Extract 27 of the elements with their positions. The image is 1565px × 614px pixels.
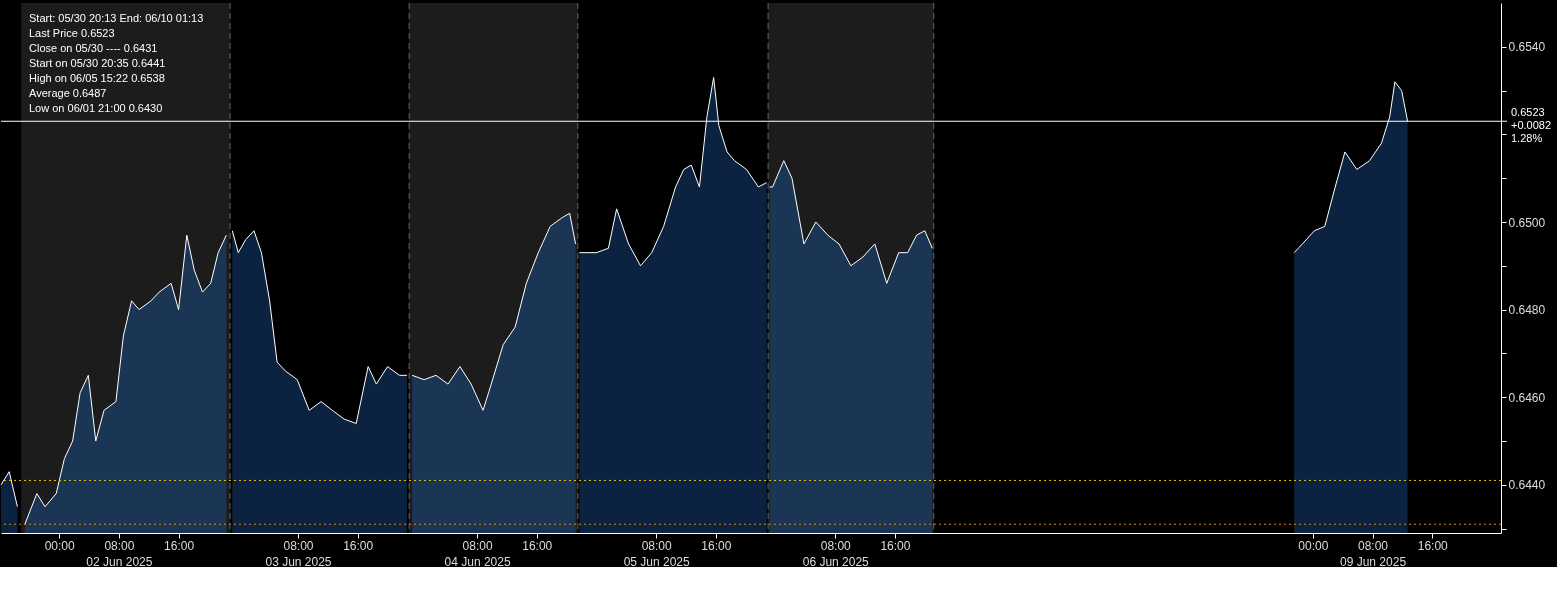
annotation: Start on 05/30 20:35 0.6441	[29, 57, 166, 69]
x-tick-label: 08:00 09 Jun 2025	[1340, 538, 1407, 569]
y-tick-label: 0.6540	[1508, 40, 1546, 55]
x-tick-label: 16:00	[880, 538, 911, 553]
x-tick-label: 16:00	[522, 538, 553, 553]
ref-line-label: 0.6523 +0.0082 1.28%	[1511, 106, 1552, 145]
x-tick-label: 08:00 05 Jun 2025	[623, 538, 691, 569]
x-tick-label: 16:00	[164, 538, 195, 553]
annotation: Average 0.6487	[29, 87, 107, 99]
x-tick-label: 00:00	[44, 538, 76, 553]
x-tick-label: 16:00	[701, 538, 732, 553]
x-tick-label: 08:00 02 Jun 2025	[86, 538, 153, 569]
annotation: Last Price 0.6523	[29, 27, 115, 39]
annotation: High on 06/05 15:22 0.6538	[29, 72, 165, 84]
x-tick-label: 00:00	[1298, 538, 1329, 553]
y-tick-label: 0.6440	[1508, 478, 1546, 493]
annotation: Start: 05/30 20:13 End: 06/10 01:13	[29, 12, 204, 24]
y-tick-label: 0.6480	[1508, 303, 1546, 318]
x-tick-label: 08:00 06 Jun 2025	[802, 538, 870, 569]
annotation: Close on 05/30 ---- 0.6431	[29, 42, 158, 54]
y-tick-label: 0.6460	[1508, 390, 1546, 405]
y-tick-label: 0.6500	[1508, 215, 1546, 230]
annotation: Low on 06/01 21:00 0.6430	[29, 102, 163, 114]
x-tick-label: 08:00 04 Jun 2025	[444, 538, 511, 569]
x-tick-label: 16:00	[1417, 538, 1449, 553]
x-tick-label: 16:00	[343, 538, 374, 553]
x-tick-label: 08:00 03 Jun 2025	[265, 538, 332, 569]
